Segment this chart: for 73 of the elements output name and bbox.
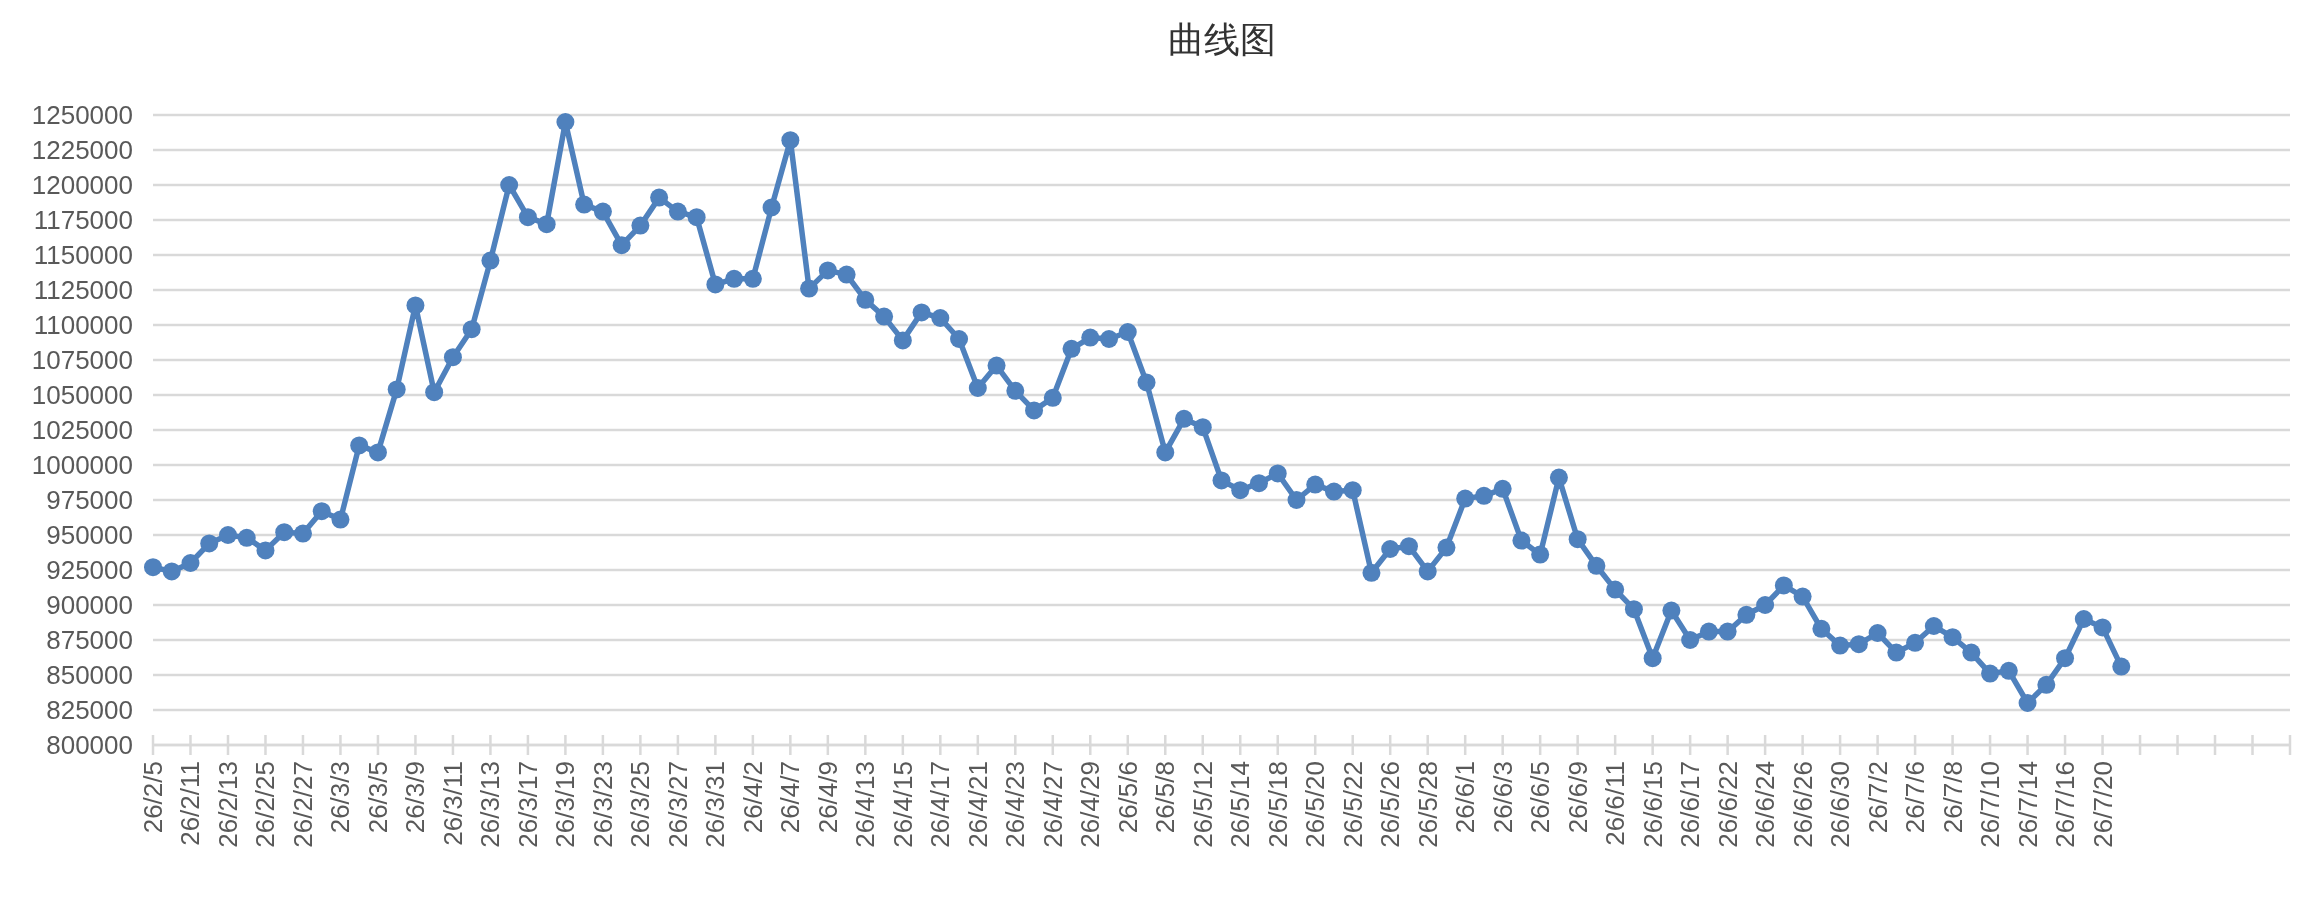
x-tick-label: 26/7/10 xyxy=(1975,761,2006,848)
y-tick-label: 950000 xyxy=(46,520,133,551)
x-tick-label: 26/4/15 xyxy=(887,761,918,848)
y-tick-label: 925000 xyxy=(46,555,133,586)
x-tick-label: 26/6/9 xyxy=(1562,761,1593,834)
x-tick-label: 26/5/8 xyxy=(1150,761,1181,834)
x-tick-label: 26/7/6 xyxy=(1900,761,1931,834)
x-tick-label: 26/4/17 xyxy=(925,761,956,848)
x-tick-label: 26/6/1 xyxy=(1450,761,1481,834)
x-tick-label: 26/3/25 xyxy=(625,761,656,848)
x-tick-label: 26/4/9 xyxy=(812,761,843,834)
x-tick-label: 26/2/27 xyxy=(287,761,318,848)
x-tick-label: 26/5/12 xyxy=(1187,761,1218,848)
x-tick-label: 26/3/23 xyxy=(587,761,618,848)
x-tick-label: 26/3/5 xyxy=(362,761,393,834)
x-tick-label: 26/5/28 xyxy=(1412,761,1443,848)
x-tick-label: 26/4/21 xyxy=(962,761,993,848)
x-tick-label: 26/5/18 xyxy=(1262,761,1293,848)
x-tick-label: 26/2/5 xyxy=(138,761,168,834)
x-tick-label: 26/4/27 xyxy=(1037,761,1068,848)
x-tick-label: 26/5/22 xyxy=(1337,761,1368,848)
y-tick-label: 875000 xyxy=(46,625,133,656)
x-tick-label: 26/4/2 xyxy=(737,761,768,834)
x-tick-label: 26/3/9 xyxy=(400,761,431,834)
y-tick-label: 1225000 xyxy=(31,135,133,166)
x-tick-label: 26/6/24 xyxy=(1750,761,1781,848)
y-tick-label: 825000 xyxy=(46,695,133,726)
chart-title: 曲线图 xyxy=(1167,19,1276,60)
x-tick-label: 26/5/6 xyxy=(1112,761,1143,834)
x-tick-label: 26/6/5 xyxy=(1525,761,1556,834)
y-tick-label: 1000000 xyxy=(31,450,133,481)
y-tick-label: 1150000 xyxy=(33,240,133,271)
x-tick-label: 26/5/26 xyxy=(1375,761,1406,848)
x-tick-label: 26/6/15 xyxy=(1637,761,1668,848)
x-tick-label: 26/6/22 xyxy=(1712,761,1743,848)
x-tick-label: 26/4/13 xyxy=(850,761,881,848)
y-tick-label: 1200000 xyxy=(31,170,133,201)
x-tick-label: 26/4/29 xyxy=(1075,761,1106,848)
y-tick-label: 1250000 xyxy=(31,100,133,131)
y-tick-label: 1100000 xyxy=(33,310,133,341)
x-tick-label: 26/7/8 xyxy=(1937,761,1968,834)
x-tick-label: 26/3/3 xyxy=(325,761,356,834)
x-tick-label: 26/6/11 xyxy=(1600,761,1631,846)
y-tick-label: 1125000 xyxy=(33,275,133,306)
x-tick-label: 26/3/19 xyxy=(550,761,581,848)
x-tick-label: 26/3/31 xyxy=(700,761,731,848)
x-tick-label: 26/2/25 xyxy=(250,761,281,848)
y-tick-label: 1075000 xyxy=(31,345,133,376)
y-tick-label: 850000 xyxy=(46,660,133,691)
x-tick-label: 26/7/20 xyxy=(2087,761,2118,848)
x-tick-label: 26/7/2 xyxy=(1862,761,1893,834)
y-tick-label: 1050000 xyxy=(31,380,133,411)
x-tick-label: 26/5/20 xyxy=(1300,761,1331,848)
x-tick-label: 26/6/26 xyxy=(1787,761,1818,848)
x-tick-label: 26/2/13 xyxy=(212,761,243,848)
x-tick-label: 26/3/11 xyxy=(437,761,468,846)
x-tick-label: 26/3/13 xyxy=(475,761,506,848)
y-tick-label: 800000 xyxy=(46,730,133,761)
x-tick-label: 26/3/17 xyxy=(512,761,543,848)
x-tick-label: 26/4/7 xyxy=(775,761,806,834)
x-tick-label: 26/7/16 xyxy=(2050,761,2081,848)
x-tick-label: 26/5/14 xyxy=(1225,761,1256,848)
x-tick-label: 26/4/23 xyxy=(1000,761,1031,848)
x-tick-label: 26/3/27 xyxy=(662,761,693,848)
x-tick-label: 26/6/3 xyxy=(1487,761,1518,834)
y-tick-label: 900000 xyxy=(46,590,133,621)
y-tick-label: 1175000 xyxy=(33,205,133,236)
y-tick-label: 975000 xyxy=(46,485,133,516)
x-tick-label: 26/6/30 xyxy=(1825,761,1856,848)
x-tick-label: 26/7/14 xyxy=(2012,761,2043,848)
y-tick-label: 1025000 xyxy=(31,415,133,446)
x-tick-label: 26/6/17 xyxy=(1675,761,1706,848)
x-tick-label: 26/2/11 xyxy=(175,761,206,846)
